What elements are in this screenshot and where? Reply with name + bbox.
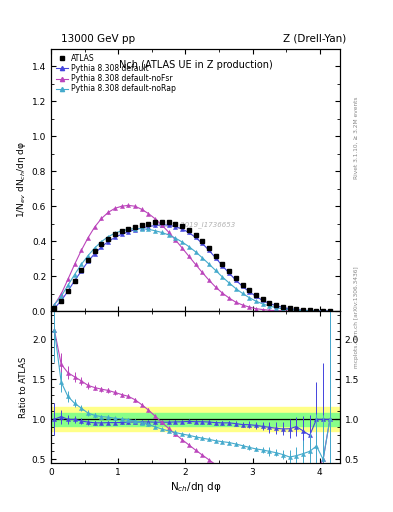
Text: ATLAS_2019_I1736653: ATLAS_2019_I1736653 <box>155 221 236 228</box>
Bar <box>51 408 340 431</box>
X-axis label: N$_{ch}$/dη dφ: N$_{ch}$/dη dφ <box>170 480 221 494</box>
Text: 13000 GeV pp: 13000 GeV pp <box>61 33 135 44</box>
Text: mcplots.cern.ch [arXiv:1306.3436]: mcplots.cern.ch [arXiv:1306.3436] <box>354 267 359 368</box>
Text: Z (Drell-Yan): Z (Drell-Yan) <box>283 33 346 44</box>
Legend: ATLAS, Pythia 8.308 default, Pythia 8.308 default-noFsr, Pythia 8.308 default-no: ATLAS, Pythia 8.308 default, Pythia 8.30… <box>53 51 179 96</box>
Y-axis label: Ratio to ATLAS: Ratio to ATLAS <box>19 357 28 418</box>
Bar <box>51 413 340 426</box>
Text: Rivet 3.1.10, ≥ 3.2M events: Rivet 3.1.10, ≥ 3.2M events <box>354 97 359 180</box>
Y-axis label: 1/N$_{ev}$ dN$_{ch}$/dη dφ: 1/N$_{ev}$ dN$_{ch}$/dη dφ <box>15 141 28 219</box>
Text: Nch (ATLAS UE in Z production): Nch (ATLAS UE in Z production) <box>119 60 272 71</box>
